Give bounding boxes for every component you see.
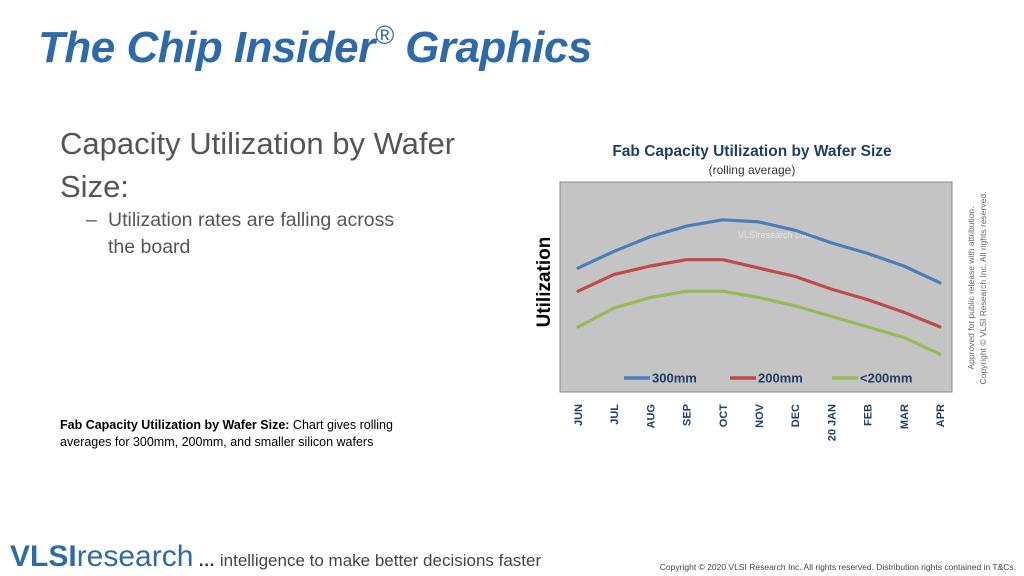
slide-title-text: The Chip Insider [38,23,375,72]
y-axis-label: Utilization [534,237,555,328]
bullet-line-2: the board [108,236,191,258]
approval-line-2: Copyright © VLSI Research Inc. All right… [978,192,988,385]
x-tick-label: APR [935,404,947,427]
approval-notice: Approved for public release with attribu… [966,192,988,385]
legend-label: <200mm [860,371,912,386]
x-tick-label: JUN [573,404,585,426]
utilization-chart: Fab Capacity Utilization by Wafer Size (… [534,143,953,441]
legend-label: 200mm [758,371,803,386]
x-tick-label: NOV [754,403,766,428]
plot-area [559,181,953,393]
x-tick-label: SEP [682,404,694,426]
bullet-point: – Utilization rates are falling across th… [86,207,466,261]
slide-heading: Capacity Utilization by Wafer Size: [60,126,456,204]
tagline-text: intelligence to make better decisions fa… [219,551,542,570]
chart-title: Fab Capacity Utilization by Wafer Size [612,143,892,160]
tagline-dots: … [193,551,220,570]
x-tick-label: OCT [718,404,730,428]
approval-line-1: Approved for public release with attribu… [966,206,976,369]
caption-text: Chart gives rolling averages for 300mm, … [60,418,393,449]
chart-watermark: VLSIresearch Data [738,230,814,240]
slide-title-end: Graphics [393,23,592,72]
x-tick-label: FEB [863,404,875,426]
legend-label: 300mm [652,371,697,386]
x-tick-label: DEC [790,404,802,427]
chart-subtitle: (rolling average) [709,163,796,177]
registered-mark: ® [374,20,394,50]
x-tick-label: MAR [899,404,911,429]
logo-vlsi: VLSI [10,540,77,573]
logo-research: research [76,540,194,573]
x-tick-label: JUL [609,404,621,425]
x-tick-label: 20 JAN [826,404,838,441]
x-tick-label: AUG [645,404,657,428]
series-line-200mm [576,289,942,356]
copyright-notice: Copyright © 2020 VLSI Research Inc. All … [659,562,1016,572]
vlsi-research-logo: VLSIresearch … intelligence to make bett… [10,540,541,574]
series-line-200mm [576,258,942,329]
bullet-dash: – [86,209,97,231]
slide-title: The Chip Insider® Graphics [38,20,592,73]
caption-bold: Fab Capacity Utilization by Wafer Size: [60,418,290,432]
series-line-300mm [576,218,942,285]
bullet-line-1: Utilization rates are falling across [108,209,395,231]
chart-caption: Fab Capacity Utilization by Wafer Size: … [60,417,440,451]
